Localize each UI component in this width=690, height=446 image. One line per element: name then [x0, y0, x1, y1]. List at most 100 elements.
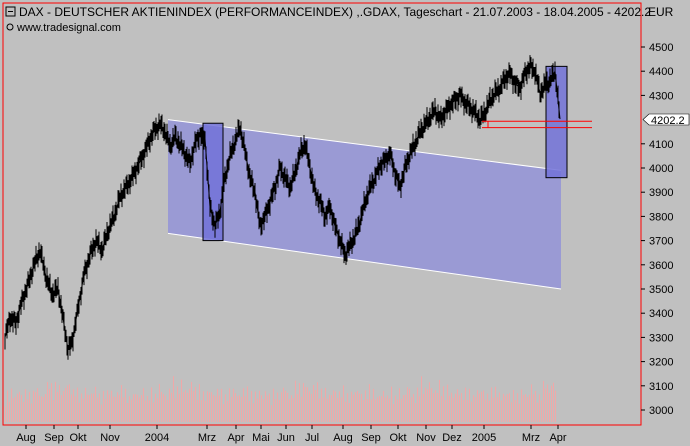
- volume-bar: [13, 398, 14, 422]
- volume-bar: [481, 391, 482, 422]
- volume-bar: [509, 393, 510, 422]
- volume-bar: [183, 391, 184, 422]
- volume-bar: [411, 397, 412, 422]
- volume-bar: [545, 388, 546, 422]
- y-tick-label: 3100: [649, 381, 673, 393]
- volume-bar: [503, 393, 504, 422]
- volume-bar: [95, 386, 96, 422]
- volume-bar: [521, 389, 522, 422]
- volume-bar: [357, 390, 358, 422]
- volume-bar: [399, 388, 400, 422]
- x-tick-label: Jul: [305, 432, 319, 444]
- volume-bar: [381, 396, 382, 422]
- volume-bar: [247, 386, 248, 422]
- volume-bar: [453, 397, 454, 422]
- volume-bar: [69, 384, 70, 422]
- volume-bar: [515, 400, 516, 422]
- volume-bar: [461, 392, 462, 422]
- volume-bar: [285, 390, 286, 422]
- volume-bar: [371, 399, 372, 422]
- volume-bar: [119, 394, 120, 422]
- title-bar: DAX - DEUTSCHER AKTIENINDEX (PERFORMANCE…: [5, 5, 674, 34]
- volume-bar: [231, 396, 232, 422]
- y-tick-label: 4000: [649, 163, 673, 175]
- x-axis: Aug Sep Okt Nov 2004 Mrz Apr Mai Jun Jul Aug Sep Okt…: [16, 425, 567, 444]
- volume-bar: [25, 389, 26, 422]
- volume-bar: [499, 392, 500, 422]
- chart-icon: [5, 6, 16, 17]
- volume-bar: [279, 400, 280, 422]
- x-tick-label: Apr: [227, 432, 244, 444]
- volume-bar: [377, 397, 378, 422]
- volume-bar: [271, 405, 272, 422]
- x-tick-label: 2005: [472, 432, 496, 444]
- volume-bar: [455, 393, 456, 422]
- volume-bar: [55, 381, 56, 422]
- volume-bar: [5, 406, 6, 422]
- volume-bar: [171, 392, 172, 422]
- volume-bar: [345, 401, 346, 422]
- plot-frame: [2, 2, 642, 426]
- volume-bar: [307, 387, 308, 422]
- volume-bar: [355, 392, 356, 422]
- volume-bar: [221, 388, 222, 422]
- volume-bar: [421, 376, 422, 422]
- volume-bar: [91, 393, 92, 422]
- volume-bar: [63, 391, 64, 422]
- volume-bar: [59, 384, 60, 422]
- volume-bar: [35, 392, 36, 422]
- volume-bar: [419, 396, 420, 422]
- price-line: [4, 65, 561, 352]
- last-price-marker: 4202.2: [642, 113, 690, 127]
- x-tick-label: Aug: [16, 432, 36, 444]
- y-tick-label: 3600: [649, 260, 673, 272]
- volume-bar: [265, 391, 266, 422]
- volume-bar: [291, 395, 292, 422]
- x-tick-label: 2004: [145, 432, 169, 444]
- volume-bar: [459, 395, 460, 422]
- x-tick-label: Mrz: [198, 432, 216, 444]
- x-tick-label: Sep: [361, 432, 381, 444]
- y-tick-label: 4400: [649, 66, 673, 78]
- volume-bar: [113, 396, 114, 422]
- volume-bar: [341, 397, 342, 422]
- volume-bar: [117, 392, 118, 422]
- volume-bar: [75, 396, 76, 422]
- y-tick-label: 3500: [649, 284, 673, 296]
- volume-bar: [141, 394, 142, 422]
- x-tick-label: Mai: [252, 432, 270, 444]
- volume-bar: [471, 401, 472, 422]
- volume-bar: [485, 399, 486, 422]
- x-tick-label: Mrz: [522, 432, 540, 444]
- volume-bar: [233, 388, 234, 422]
- support-lines: [482, 120, 592, 129]
- volume-bar: [339, 391, 340, 422]
- volume-bar: [397, 399, 398, 422]
- volume-bar: [245, 396, 246, 422]
- volume-bar: [253, 403, 254, 422]
- channel-lower-line: [167, 232, 562, 290]
- volume-bar: [153, 402, 154, 422]
- volume-bar: [323, 397, 324, 422]
- volume-bar: [327, 398, 328, 422]
- volume-bar: [33, 390, 34, 422]
- volume-bar: [185, 390, 186, 422]
- volume-bar: [193, 391, 194, 422]
- x-tick-label: Apr: [549, 432, 566, 444]
- volume-bar: [89, 395, 90, 422]
- volume-bar: [427, 389, 428, 422]
- volume-bar: [161, 391, 162, 422]
- volume-bar: [457, 389, 458, 422]
- volume-bar: [103, 390, 104, 422]
- volume-bar: [473, 395, 474, 422]
- volume-bar: [45, 393, 46, 422]
- volume-bar: [65, 388, 66, 422]
- channel-upper-line: [167, 119, 562, 171]
- volume-bar: [79, 402, 80, 422]
- volume-bar: [525, 394, 526, 422]
- volume-bar: [239, 395, 240, 422]
- volume-bar: [215, 396, 216, 422]
- volume-bars: [5, 376, 556, 422]
- volume-bar: [349, 402, 350, 422]
- volume-bar: [463, 399, 464, 422]
